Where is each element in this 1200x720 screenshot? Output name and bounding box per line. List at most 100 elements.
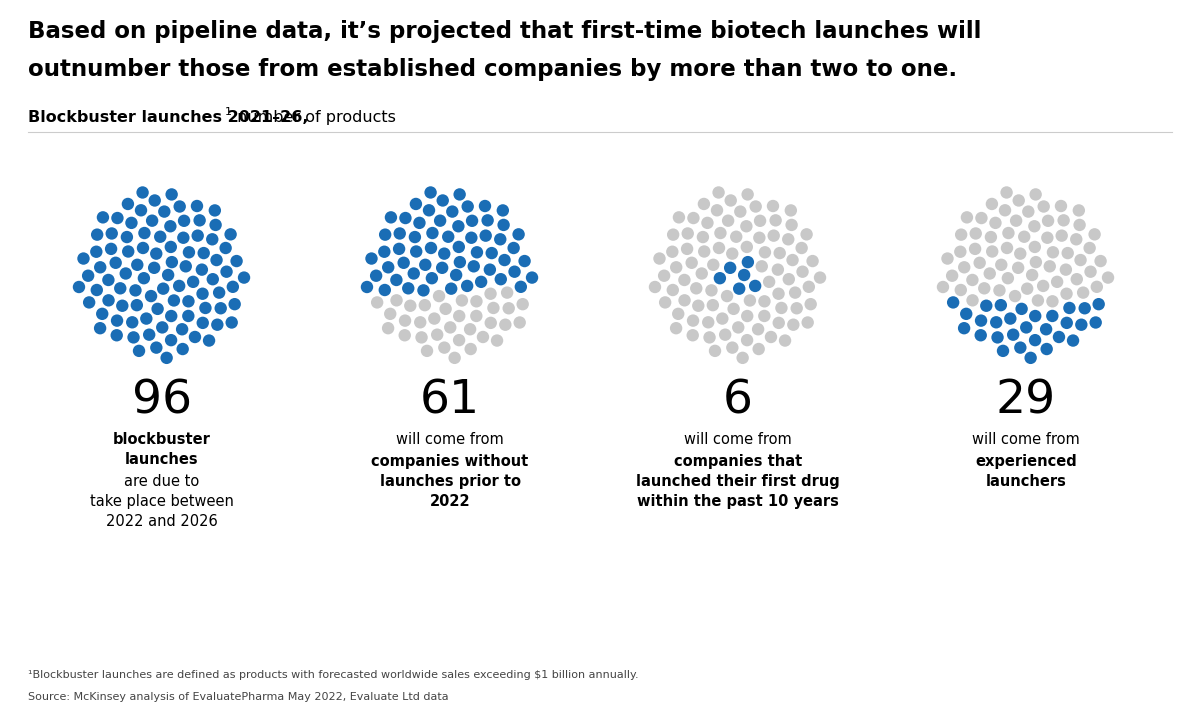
Circle shape	[109, 256, 122, 269]
Circle shape	[734, 205, 746, 217]
Circle shape	[707, 258, 720, 271]
Circle shape	[94, 261, 107, 274]
Circle shape	[419, 299, 431, 311]
Circle shape	[390, 274, 403, 286]
Circle shape	[721, 290, 733, 302]
Circle shape	[772, 264, 784, 276]
Circle shape	[228, 298, 241, 310]
Circle shape	[937, 281, 949, 293]
Circle shape	[438, 341, 450, 354]
Circle shape	[365, 252, 378, 265]
Circle shape	[1007, 328, 1019, 341]
Circle shape	[767, 200, 779, 212]
Circle shape	[481, 214, 494, 227]
Circle shape	[224, 228, 236, 240]
Circle shape	[146, 215, 158, 227]
Circle shape	[130, 284, 142, 297]
Circle shape	[515, 281, 527, 293]
Circle shape	[1020, 321, 1032, 333]
Circle shape	[990, 316, 1002, 328]
Circle shape	[980, 300, 992, 312]
Circle shape	[158, 205, 170, 217]
Circle shape	[754, 215, 767, 227]
Circle shape	[174, 200, 186, 212]
Circle shape	[370, 269, 383, 282]
Circle shape	[180, 260, 192, 273]
Circle shape	[1014, 248, 1026, 260]
Circle shape	[445, 282, 457, 295]
Circle shape	[428, 312, 440, 325]
Circle shape	[782, 273, 794, 285]
Circle shape	[649, 281, 661, 293]
Circle shape	[726, 248, 738, 260]
Circle shape	[385, 211, 397, 223]
Circle shape	[727, 302, 740, 315]
Circle shape	[947, 296, 959, 309]
Circle shape	[1094, 255, 1106, 267]
Circle shape	[1092, 298, 1105, 310]
Circle shape	[384, 307, 396, 320]
Circle shape	[752, 323, 764, 336]
Circle shape	[1091, 281, 1103, 293]
Circle shape	[91, 228, 103, 240]
Circle shape	[779, 334, 791, 347]
Circle shape	[976, 212, 988, 224]
Circle shape	[526, 271, 539, 284]
Circle shape	[791, 302, 803, 315]
Circle shape	[797, 266, 809, 278]
Circle shape	[438, 248, 450, 260]
Circle shape	[802, 316, 814, 329]
Circle shape	[215, 302, 227, 315]
Circle shape	[1022, 205, 1034, 217]
Circle shape	[986, 246, 998, 258]
Text: will come from: will come from	[396, 432, 504, 447]
Circle shape	[106, 228, 118, 240]
Circle shape	[750, 200, 762, 212]
Circle shape	[678, 294, 691, 307]
Circle shape	[466, 232, 478, 244]
Circle shape	[775, 302, 787, 314]
Circle shape	[1084, 242, 1096, 254]
Circle shape	[138, 272, 150, 284]
Circle shape	[1037, 279, 1049, 292]
Circle shape	[498, 254, 511, 266]
Circle shape	[134, 204, 148, 217]
Circle shape	[1013, 194, 1025, 207]
Circle shape	[997, 345, 1009, 357]
Circle shape	[439, 302, 452, 315]
Circle shape	[121, 198, 134, 210]
Circle shape	[670, 261, 683, 274]
Circle shape	[166, 256, 178, 269]
Circle shape	[426, 227, 439, 239]
Circle shape	[1061, 287, 1073, 300]
Circle shape	[1074, 254, 1087, 266]
Circle shape	[187, 276, 199, 288]
Circle shape	[452, 220, 464, 233]
Circle shape	[462, 200, 474, 212]
Circle shape	[378, 246, 390, 258]
Circle shape	[494, 233, 506, 246]
Circle shape	[398, 329, 410, 341]
Circle shape	[763, 276, 775, 288]
Circle shape	[670, 322, 683, 334]
Circle shape	[206, 233, 218, 246]
Circle shape	[456, 294, 468, 307]
Circle shape	[974, 329, 986, 341]
Circle shape	[161, 351, 173, 364]
Circle shape	[164, 240, 178, 253]
Circle shape	[740, 334, 754, 346]
Circle shape	[1046, 295, 1058, 307]
Circle shape	[970, 228, 982, 240]
Circle shape	[1015, 302, 1028, 315]
Circle shape	[518, 255, 530, 267]
Circle shape	[150, 341, 162, 354]
Circle shape	[480, 230, 492, 242]
Circle shape	[686, 315, 700, 327]
Circle shape	[732, 321, 744, 333]
Circle shape	[758, 295, 770, 307]
Circle shape	[800, 228, 812, 240]
Circle shape	[96, 307, 108, 320]
Circle shape	[1060, 264, 1072, 276]
Circle shape	[733, 282, 745, 295]
Circle shape	[1063, 302, 1075, 314]
